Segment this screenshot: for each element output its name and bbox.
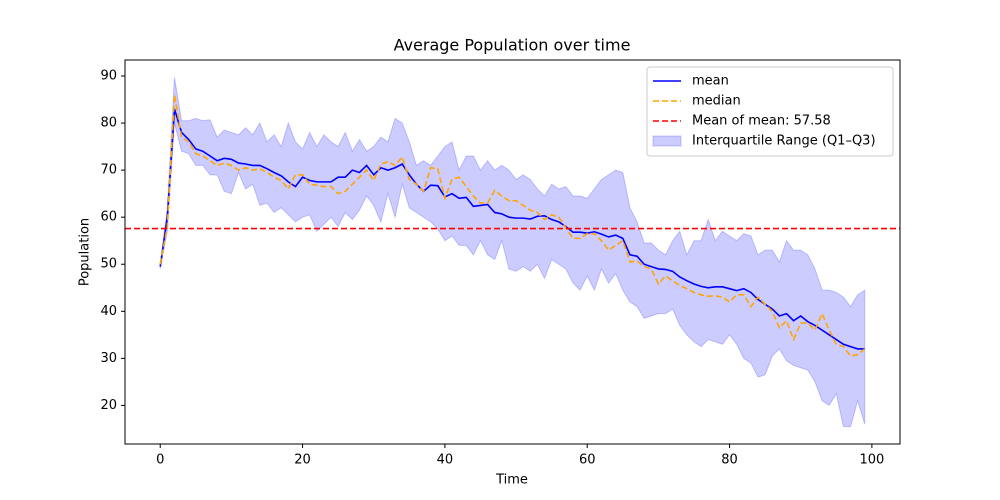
y-tick-label: 40 xyxy=(100,304,117,319)
legend-label: mean xyxy=(692,74,729,89)
plot-frame xyxy=(124,59,901,445)
legend-label: Mean of mean: 57.58 xyxy=(692,114,831,129)
y-axis-label: Population xyxy=(78,218,93,286)
chart-title: Average Population over time xyxy=(394,36,631,55)
series-line xyxy=(159,108,865,350)
legend-label: median xyxy=(692,94,741,109)
y-tick-label: 80 xyxy=(100,116,117,131)
y-tick-label: 70 xyxy=(100,163,117,178)
x-tick-label: 100 xyxy=(859,453,884,468)
plot-area xyxy=(159,77,866,428)
series-line xyxy=(159,94,866,357)
x-axis-label: Time xyxy=(495,473,528,488)
legend-swatch xyxy=(652,135,682,147)
x-tick-label: 0 xyxy=(156,453,164,468)
legend: mean median Mean of mean: 57.58 Interquarti… xyxy=(646,66,894,157)
y-tick-label: 20 xyxy=(100,398,117,413)
x-tick-label: 40 xyxy=(437,453,454,468)
x-tick-label: 60 xyxy=(579,453,596,468)
iqr-band xyxy=(159,77,866,428)
legend-box xyxy=(646,66,894,157)
x-tick-label: 20 xyxy=(294,453,311,468)
legend-label: Interquartile Range (Q1–Q3) xyxy=(692,134,876,149)
y-tick-label: 90 xyxy=(100,69,117,84)
y-tick-label: 60 xyxy=(100,210,117,225)
x-tick-label: 80 xyxy=(721,453,738,468)
y-tick-label: 30 xyxy=(100,351,117,366)
y-tick-label: 50 xyxy=(100,257,117,272)
